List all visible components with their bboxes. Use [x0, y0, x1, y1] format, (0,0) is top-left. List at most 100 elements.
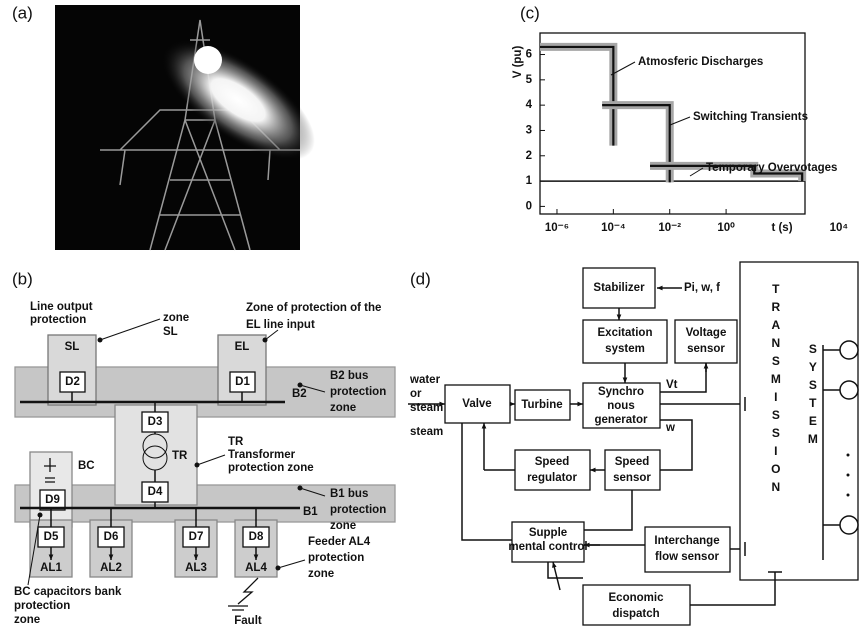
x-axis-label: t (s): [771, 222, 792, 234]
x-tick-label: 10⁻⁴: [601, 222, 626, 234]
pointer-dot: [298, 383, 303, 388]
label: SYSTEM: [806, 342, 820, 450]
label: Supple: [529, 527, 567, 539]
label: Line output: [30, 301, 93, 313]
figure: (a)(b)(c)(d)012345610⁻⁶10⁻⁴10⁻²10⁰10⁴t (…: [0, 0, 859, 627]
fault: [228, 578, 258, 610]
label: Zone of protection of the: [246, 302, 381, 314]
x-tick-label: 10⁰: [717, 221, 735, 234]
panel-label: (c): [520, 3, 540, 22]
label: system: [605, 343, 645, 355]
label: D8: [249, 531, 264, 543]
photo: [55, 5, 334, 250]
label: Economic: [609, 592, 665, 604]
ellipsis-dot: [847, 454, 850, 457]
pointer-dot: [263, 338, 268, 343]
y-tick-label: 2: [526, 150, 532, 162]
label: zone: [330, 520, 356, 532]
label: D5: [44, 531, 59, 543]
label: AL2: [100, 562, 122, 574]
label: Stabilizer: [593, 282, 645, 294]
y-tick-label: 3: [526, 124, 532, 136]
label: TR: [228, 436, 244, 448]
label: B2 bus: [330, 370, 368, 382]
load: [840, 516, 858, 534]
label: mental control: [508, 541, 587, 553]
label: Transformer: [228, 449, 296, 461]
label: steam: [410, 426, 443, 438]
label: dispatch: [612, 608, 659, 620]
label: zone: [330, 402, 356, 414]
series-label: Switching Transients: [693, 111, 808, 123]
load: [840, 381, 858, 399]
connector: [660, 420, 692, 470]
label: Fault: [234, 615, 262, 627]
label: Feeder AL4: [308, 536, 371, 548]
label: Interchange: [654, 535, 719, 547]
series-label: Temporary Overvotages: [706, 162, 837, 174]
label: Turbine: [521, 399, 562, 411]
label: B2: [292, 388, 307, 400]
arrow-head: [617, 314, 622, 320]
x-tick-label: 10⁻⁶: [545, 222, 569, 234]
label: zone: [308, 568, 334, 580]
label: Excitation: [598, 327, 653, 339]
series-label: Atmosferic Discharges: [638, 56, 763, 68]
pointer: [278, 560, 305, 568]
y-tick-label: 5: [526, 74, 533, 86]
y-tick-label: 4: [526, 99, 533, 111]
pointer-dot: [38, 513, 43, 518]
label: generator: [594, 414, 648, 426]
arrow-head: [577, 402, 583, 407]
pointer-dot: [276, 566, 281, 571]
label: AL3: [185, 562, 207, 574]
arrow-head: [657, 286, 663, 291]
panel-label: (d): [410, 269, 431, 288]
arrow-head: [704, 363, 709, 369]
connector: [462, 423, 512, 540]
connector: [584, 490, 632, 530]
label: AL4: [245, 562, 267, 574]
arrow-head: [623, 377, 628, 383]
label: B1: [303, 506, 318, 518]
label: SL: [65, 341, 80, 353]
panel-label: (b): [12, 269, 33, 288]
label: protection zone: [228, 462, 314, 474]
connector: [660, 397, 745, 411]
label: protection: [330, 504, 386, 516]
load: [840, 341, 858, 359]
label: Speed: [535, 456, 570, 468]
pointer-dot: [98, 338, 103, 343]
pointer: [197, 455, 225, 465]
y-axis-label: V (pu): [512, 46, 524, 79]
system-box: [740, 262, 858, 580]
label: D4: [148, 486, 163, 498]
y-tick-label: 1: [526, 175, 533, 187]
label: D6: [104, 531, 119, 543]
ellipsis-dot: [847, 474, 850, 477]
y-tick-label: 6: [526, 49, 532, 61]
label: water: [409, 374, 441, 386]
label: sensor: [613, 472, 651, 484]
panel-label: (a): [12, 3, 33, 22]
label: Speed: [615, 456, 650, 468]
arrow-head: [590, 468, 596, 473]
label: zone: [163, 312, 189, 324]
label: B1 bus: [330, 488, 368, 500]
label: D3: [148, 416, 163, 428]
x-tick-label: 10⁻²: [658, 222, 681, 234]
ellipsis-dot: [847, 494, 850, 497]
label: protection: [30, 314, 86, 326]
label: EL line input: [246, 319, 315, 331]
label: w: [665, 422, 675, 434]
label: D2: [65, 376, 80, 388]
label: protection: [14, 600, 70, 612]
label: regulator: [527, 472, 577, 484]
pointer-dot: [298, 486, 303, 491]
label: D7: [189, 531, 204, 543]
label: Vt: [666, 379, 678, 391]
label: D1: [235, 376, 250, 388]
label: flow sensor: [655, 551, 719, 563]
label: nous: [607, 400, 634, 412]
label: Synchro: [598, 386, 644, 398]
